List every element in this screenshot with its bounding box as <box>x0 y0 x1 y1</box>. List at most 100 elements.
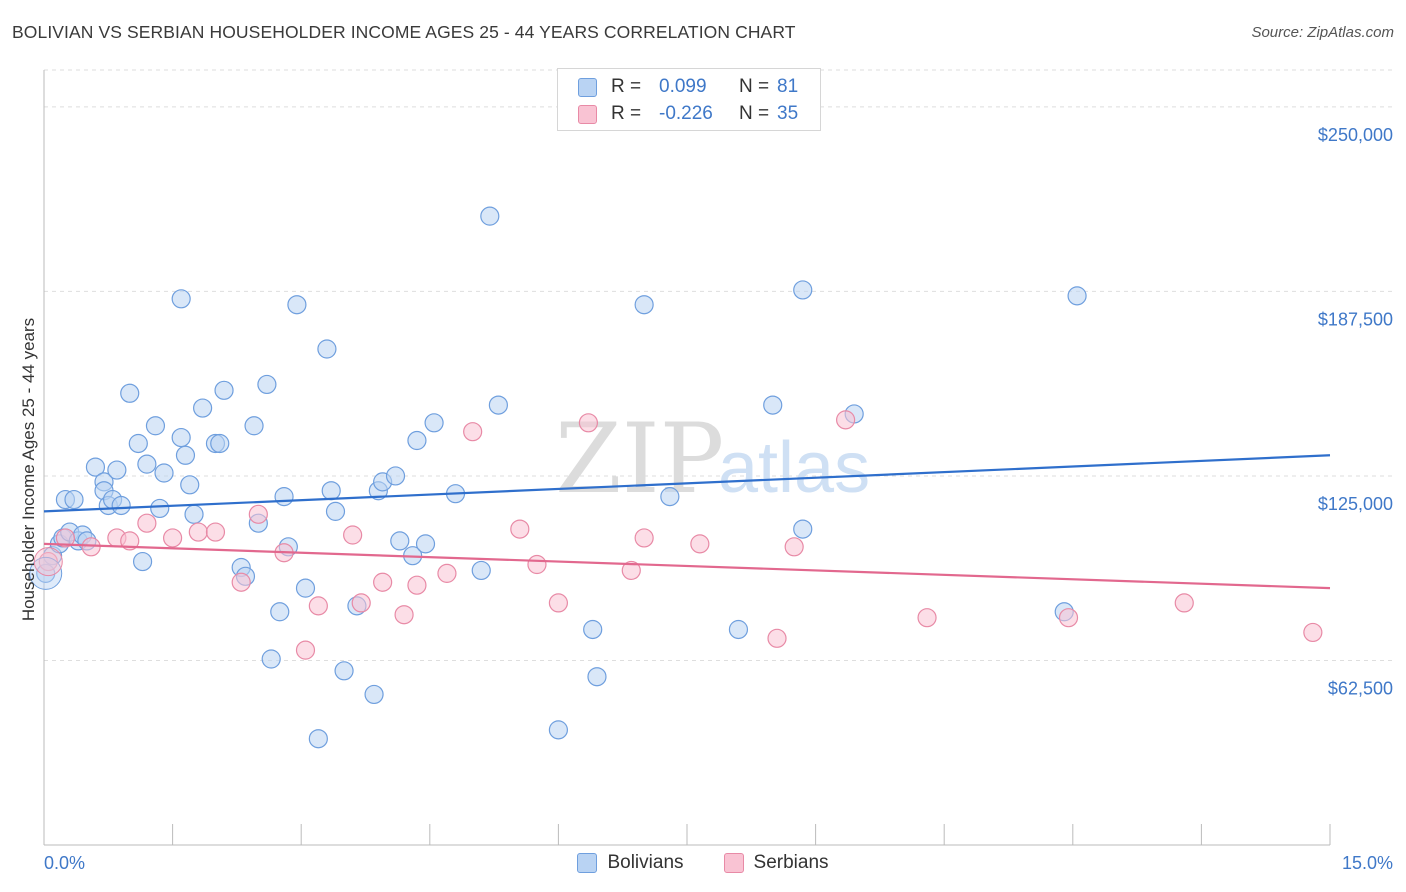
data-points <box>29 206 1323 749</box>
bolivian-point <box>587 667 607 687</box>
serbian-point <box>407 575 427 595</box>
bolivian-point <box>480 206 500 226</box>
trend-lines <box>43 454 1331 590</box>
bolivian-point <box>287 295 307 315</box>
bolivian-point <box>728 619 749 640</box>
bolivian-point <box>793 519 813 539</box>
bolivian-point <box>364 684 384 705</box>
bolivian-point <box>107 460 127 480</box>
legend-row-bolivians: R = 0.099 N = 81 <box>578 74 798 100</box>
serbian-point <box>437 563 457 583</box>
serbian-point <box>33 547 63 577</box>
serbian-point <box>784 537 804 557</box>
bolivian-point <box>132 551 153 572</box>
bolivian-point <box>295 578 316 598</box>
bolivian-point <box>548 720 569 740</box>
serbian-point <box>917 608 937 628</box>
bolivians-legend-swatch <box>577 853 598 873</box>
serbian-point <box>351 593 371 613</box>
legend-row-serbians: R = -0.226 N = 35 <box>578 101 798 127</box>
r-label: R = <box>611 103 642 124</box>
r-value: 0.099 <box>659 76 707 97</box>
bolivian-point <box>763 395 783 415</box>
serbian-point <box>137 513 157 533</box>
serbian-point <box>690 534 710 554</box>
bolivian-point <box>793 280 813 300</box>
bolivian-point <box>660 487 680 507</box>
bolivian-point <box>385 466 406 486</box>
bolivian-point <box>193 398 213 418</box>
serbian-point <box>510 519 530 539</box>
watermark: ZIP atlas <box>555 403 870 515</box>
r-label: R = <box>611 76 642 97</box>
serbian-point <box>548 593 569 613</box>
axes <box>43 70 1331 846</box>
bolivian-point <box>29 556 63 590</box>
serbian-point <box>621 560 641 581</box>
bolivian-point <box>274 487 294 507</box>
serbian-point <box>308 596 328 616</box>
bolivian-point <box>325 501 346 521</box>
serbian-point <box>81 537 101 557</box>
serbian-point <box>343 525 363 545</box>
serbian-point <box>767 628 787 648</box>
serbian-point <box>463 422 483 442</box>
bolivian-point <box>120 383 140 403</box>
bolivian-point <box>171 289 191 309</box>
x-tick-label: 15.0% <box>1342 853 1393 873</box>
n-label: N = <box>739 76 770 97</box>
bolivian-point <box>137 454 157 474</box>
serbian-point <box>373 572 393 592</box>
serbian-point <box>205 522 226 542</box>
serbian-point <box>578 413 599 433</box>
series-legend: Bolivians Serbians <box>0 852 1406 874</box>
legend-item-bolivians[interactable]: Bolivians <box>577 852 684 874</box>
bolivian-point <box>85 457 106 477</box>
bolivian-point <box>180 475 200 495</box>
legend-item-serbians[interactable]: Serbians <box>723 852 829 874</box>
serbian-point <box>527 554 547 575</box>
bolivian-point <box>407 430 427 451</box>
source-label: Source: ZipAtlas.com <box>1251 24 1394 41</box>
bolivian-point <box>270 602 290 622</box>
bolivian-trend-line <box>43 454 1331 513</box>
bolivian-point <box>261 649 281 669</box>
bolivian-point <box>111 495 131 516</box>
stats-legend: R = 0.099 N = 81 R = -0.226 N = 35 <box>557 68 821 131</box>
bolivian-point <box>171 427 191 448</box>
serbian-point <box>1303 622 1323 643</box>
serbian-point <box>231 572 251 592</box>
serbians-legend-swatch <box>723 853 744 873</box>
chart-title: BOLIVIAN VS SERBIAN HOUSEHOLDER INCOME A… <box>12 22 796 42</box>
bolivian-point <box>184 504 204 524</box>
bolivian-point <box>390 531 410 551</box>
bolivian-point <box>214 380 234 400</box>
y-axis-label: Householder Income Ages 25 - 44 years <box>19 318 38 621</box>
bolivian-point <box>175 445 196 465</box>
bolivians-legend-label: Bolivians <box>607 852 684 873</box>
serbian-point <box>120 531 140 551</box>
bolivian-point <box>415 534 436 554</box>
n-value: 35 <box>777 103 799 124</box>
watermark-atlas: atlas <box>718 428 870 508</box>
serbian-point <box>1058 608 1079 628</box>
y-tick-label: $187,500 <box>1318 309 1393 329</box>
bolivian-point <box>257 374 277 395</box>
serbian-point <box>55 528 76 548</box>
n-label: N = <box>739 103 770 124</box>
serbian-point <box>1174 593 1194 613</box>
bolivian-point <box>471 560 491 581</box>
serbians-swatch <box>578 104 597 124</box>
y-tick-label: $62,500 <box>1328 678 1393 698</box>
y-tick-label: $125,000 <box>1318 494 1393 514</box>
bolivian-point <box>145 416 166 436</box>
bolivians-swatch <box>578 77 597 97</box>
serbian-point <box>634 528 654 548</box>
bolivian-point <box>64 489 84 510</box>
bolivian-point <box>488 395 508 415</box>
n-value: 81 <box>777 76 799 97</box>
bolivian-point <box>150 498 170 519</box>
bolivian-point <box>308 729 328 749</box>
bolivian-point <box>334 661 354 681</box>
